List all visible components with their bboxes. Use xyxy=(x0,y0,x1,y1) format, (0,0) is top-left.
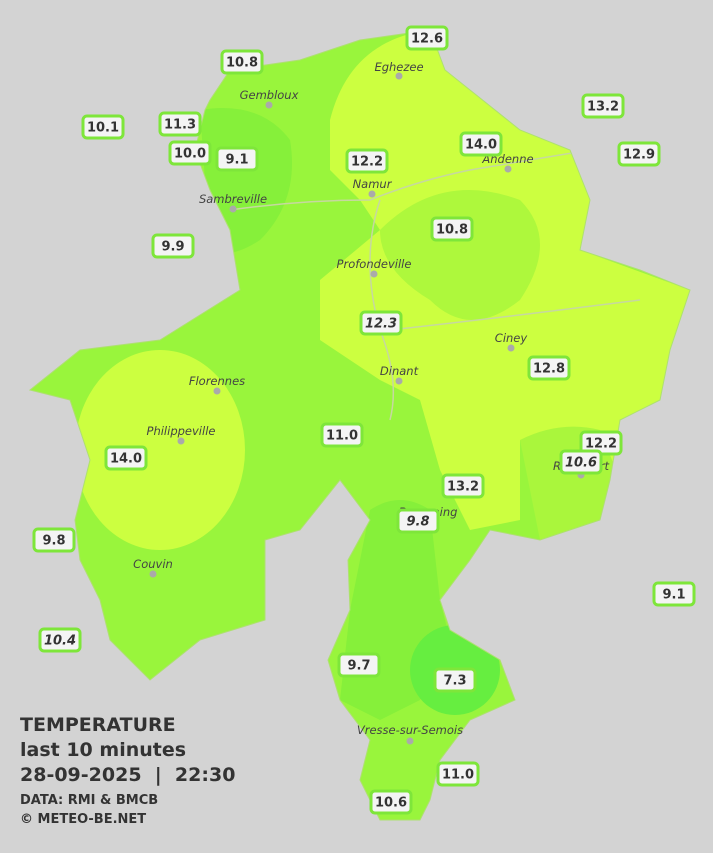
city-dot xyxy=(265,101,273,109)
station-box xyxy=(168,140,212,166)
station-value: 9.8 xyxy=(406,515,429,530)
zone xyxy=(75,350,245,550)
city-dot xyxy=(406,737,414,745)
station-value: 13.2 xyxy=(447,480,479,495)
station-value: 10.1 xyxy=(87,121,119,136)
station-box xyxy=(433,667,477,693)
legend-subtitle: last 10 minutes xyxy=(20,739,186,761)
station-box xyxy=(396,508,440,534)
city-dot xyxy=(395,72,403,80)
station-value: 9.1 xyxy=(662,588,685,603)
station-value: 12.8 xyxy=(533,362,565,377)
station-value: 10.8 xyxy=(436,223,468,238)
legend-title: TEMPERATURE xyxy=(20,714,176,736)
station-box xyxy=(158,111,202,137)
station-box xyxy=(527,355,571,381)
city-name: Dinant xyxy=(380,364,419,378)
station-box xyxy=(430,216,474,242)
station-value: 12.9 xyxy=(623,148,655,163)
city-name: Vresse-sur-Semois xyxy=(357,723,463,737)
station-value: 13.2 xyxy=(587,100,619,115)
city-name: Eghezee xyxy=(374,60,423,74)
station-box xyxy=(581,93,625,119)
station-box xyxy=(345,148,389,174)
station-value: 9.1 xyxy=(225,153,248,168)
legend-copyright: © METEO-BE.NET xyxy=(20,812,146,827)
station-value: 10.6 xyxy=(565,456,597,471)
legend-source: DATA: RMI & BMCB xyxy=(20,793,158,808)
city-name: Philippeville xyxy=(147,424,216,438)
station-value: 11.0 xyxy=(442,768,474,783)
city-name: Gembloux xyxy=(240,88,299,102)
city-dot xyxy=(370,270,378,278)
station-value: 11.3 xyxy=(164,118,196,133)
legend-datetime: 28-09-2025 | 22:30 xyxy=(20,764,235,786)
station-value: 12.2 xyxy=(585,437,617,452)
city-name: Ciney xyxy=(495,331,528,345)
station-box xyxy=(441,473,485,499)
station-box xyxy=(559,449,603,475)
city-name: Couvin xyxy=(133,557,173,571)
station-box xyxy=(617,141,661,167)
city-name: Sambreville xyxy=(199,192,267,206)
station-box xyxy=(459,131,503,157)
station-box xyxy=(337,652,381,678)
city-dot xyxy=(395,377,403,385)
city-dot xyxy=(504,165,512,173)
station-value: 12.3 xyxy=(365,317,397,332)
city-dot xyxy=(507,344,515,352)
city-dot xyxy=(149,570,157,578)
station-value: 12.6 xyxy=(411,32,443,47)
station-box xyxy=(32,527,76,553)
station-value: 10.6 xyxy=(375,796,407,811)
station-box xyxy=(436,761,480,787)
station-box xyxy=(320,422,364,448)
station-value: 11.0 xyxy=(326,429,358,444)
zone xyxy=(380,190,540,320)
city-dot xyxy=(229,205,237,213)
station-value: 7.3 xyxy=(443,674,466,689)
station-value: 10.8 xyxy=(226,56,258,71)
stations: 12.6 10.8 13.2 10.1 11.3 14.0 12.9 10.0 9.1 12.2 1… xyxy=(32,25,696,815)
city-dot xyxy=(213,387,221,395)
city-dot xyxy=(368,190,376,198)
station-box xyxy=(151,233,195,259)
station-box xyxy=(652,581,696,607)
station-value: 9.9 xyxy=(161,240,184,255)
station-value: 12.2 xyxy=(351,155,383,170)
station-value: 10.0 xyxy=(174,147,206,162)
station-box xyxy=(359,310,403,336)
station-value: 14.0 xyxy=(110,452,142,467)
station-box xyxy=(405,25,449,51)
city-name: Florennes xyxy=(189,374,245,388)
city-dot xyxy=(177,437,185,445)
station-box xyxy=(220,49,264,75)
station-box xyxy=(81,114,125,140)
legend: TEMPERATURE last 10 minutes 28-09-2025 |… xyxy=(20,714,235,827)
station-box xyxy=(369,789,413,815)
station-value: 9.8 xyxy=(42,534,65,549)
station-value: 14.0 xyxy=(465,138,497,153)
station-box xyxy=(215,146,259,172)
station-value: 9.7 xyxy=(347,659,370,674)
city-name: Namur xyxy=(353,177,393,191)
station-value: 10.4 xyxy=(44,634,76,649)
city-name: Profondeville xyxy=(337,257,412,271)
station-box xyxy=(38,627,82,653)
station-box xyxy=(104,445,148,471)
